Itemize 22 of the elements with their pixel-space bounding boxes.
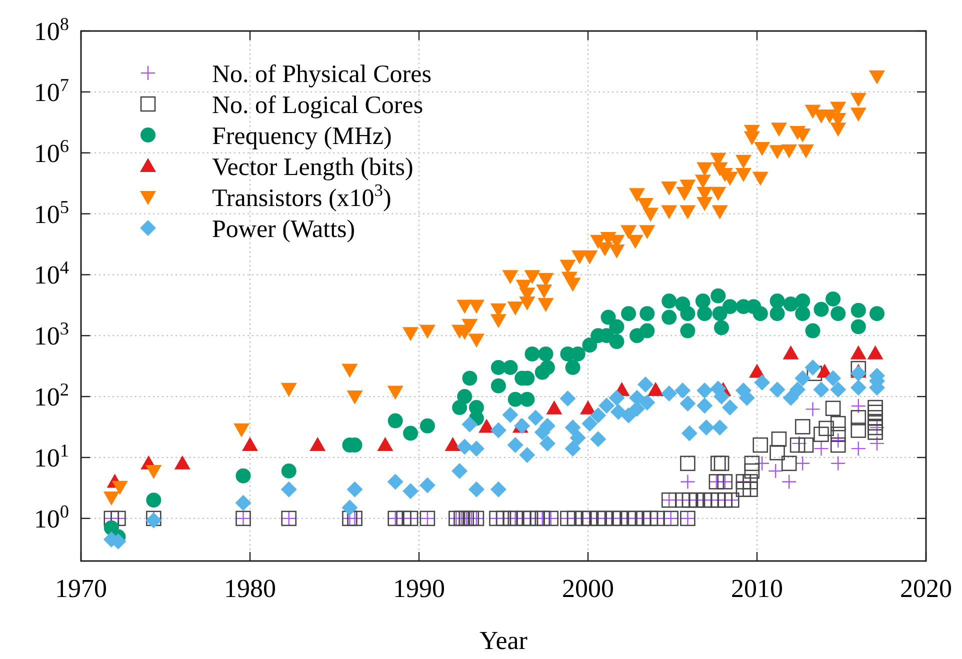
x-tick-label: 2020 [900,574,952,603]
x-tick-label: 1980 [224,574,276,603]
y-tick-label: 10$^{4}$ [34,258,69,290]
legend-label: Vector Length (bits) [212,154,414,181]
y-tick-label: 10$^{2}$ [34,380,69,412]
y-tick-label: 10$^{6}$ [34,136,69,168]
y-tick-label: 10$^{8}$ [34,14,69,46]
legend-label: Transistors (x10$^{3}$) [212,180,392,212]
y-tick-label: 10$^{0}$ [34,501,69,534]
x-axis-title: Year [480,626,528,655]
x-tick-label: 1990 [393,574,445,603]
legend-label: Power (Watts) [212,216,356,243]
y-tick-label: 10$^{5}$ [34,196,69,229]
x-tick-label: 2010 [731,574,783,603]
y-tick-label: 10$^{1}$ [34,440,69,472]
y-tick-label: 10$^{3}$ [34,318,69,351]
legend-label: No. of Physical Cores [212,61,432,88]
x-tick-label: 1970 [55,574,107,603]
y-tick-label: 10$^{7}$ [34,74,69,107]
legend-label: Frequency (MHz) [212,123,392,150]
legend-label: No. of Logical Cores [212,92,424,119]
x-tick-label: 2000 [562,574,614,603]
